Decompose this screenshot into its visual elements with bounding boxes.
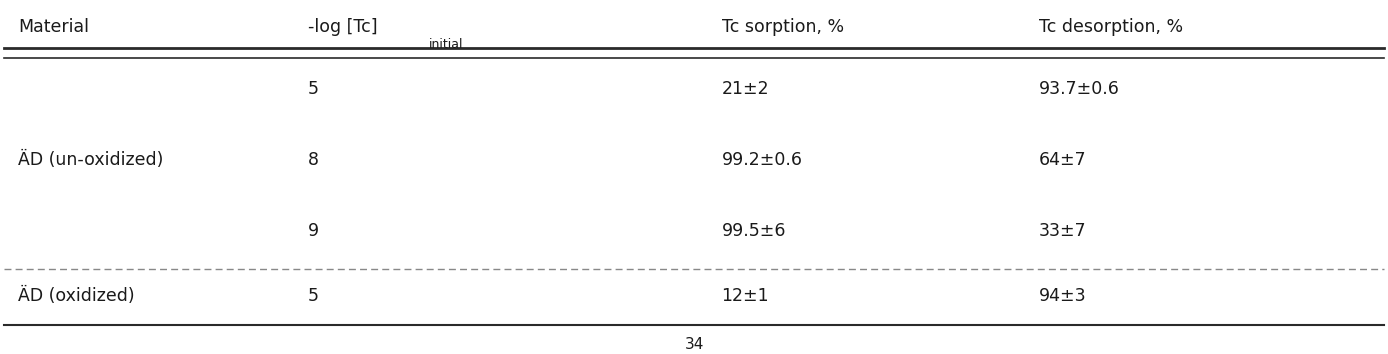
Text: initial: initial [429, 38, 464, 51]
Text: Material: Material [18, 18, 89, 36]
Text: 99.5±6: 99.5±6 [722, 222, 786, 240]
Text: ÄD (un-oxidized): ÄD (un-oxidized) [18, 151, 164, 169]
Text: -log [Tc]: -log [Tc] [308, 18, 378, 36]
Text: 5: 5 [308, 287, 319, 305]
Text: 12±1: 12±1 [722, 287, 769, 305]
Text: Tc sorption, %: Tc sorption, % [722, 18, 844, 36]
Text: ÄD (oxidized): ÄD (oxidized) [18, 287, 135, 305]
Text: 94±3: 94±3 [1038, 287, 1087, 305]
Text: 99.2±0.6: 99.2±0.6 [722, 151, 802, 169]
Text: 33±7: 33±7 [1038, 222, 1087, 240]
Text: 64±7: 64±7 [1038, 151, 1087, 169]
Text: 34: 34 [684, 337, 704, 353]
Text: 21±2: 21±2 [722, 80, 769, 98]
Text: Tc desorption, %: Tc desorption, % [1038, 18, 1183, 36]
Text: 5: 5 [308, 80, 319, 98]
Text: 93.7±0.6: 93.7±0.6 [1038, 80, 1120, 98]
Text: 9: 9 [308, 222, 319, 240]
Text: 8: 8 [308, 151, 319, 169]
